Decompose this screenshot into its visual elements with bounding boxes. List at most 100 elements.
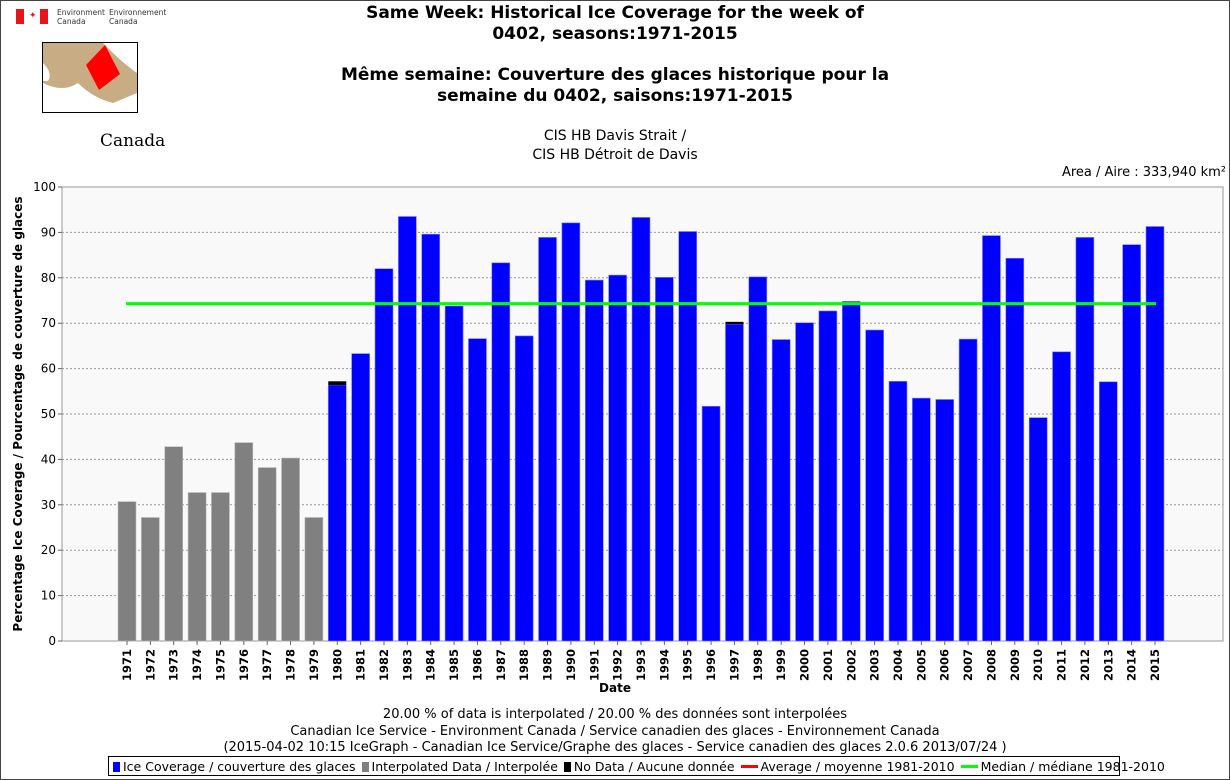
x-tick-label: 1993 <box>634 649 648 681</box>
average-line-icon <box>740 764 758 768</box>
region-map <box>42 42 138 113</box>
footer-version: (2015-04-02 10:15 IceGraph - Canadian Ic… <box>223 740 1007 755</box>
area-label: Area / Aire : 333,940 km² <box>1061 165 1226 180</box>
bar-1972 <box>141 517 160 642</box>
bar-2011 <box>1052 351 1071 642</box>
interpolated-swatch-icon <box>361 761 369 772</box>
x-tick-label: 2001 <box>821 649 835 681</box>
x-tick-label: 1988 <box>517 649 531 681</box>
x-tick-label: 1971 <box>120 649 134 681</box>
x-tick-label: 2006 <box>938 649 952 681</box>
x-tick-label: 1972 <box>143 649 157 681</box>
bar-1975 <box>211 492 230 642</box>
bar-1973 <box>164 446 184 642</box>
x-tick-label: 1990 <box>564 649 578 681</box>
bar-2015 <box>1145 226 1165 642</box>
x-tick-label: 2008 <box>984 649 998 681</box>
region-fr: CIS HB Détroit de Davis <box>532 147 698 163</box>
x-tick-label: 1975 <box>213 649 227 681</box>
title-fr-1: Même semaine: Couverture des glaces hist… <box>340 65 890 85</box>
x-tick-label: 2013 <box>1101 649 1115 681</box>
x-tick-label: 2000 <box>798 649 812 681</box>
y-tick-label: 100 <box>33 180 56 194</box>
x-tick-label: 1984 <box>424 649 438 681</box>
bar-1982 <box>374 268 394 642</box>
region-en: CIS HB Davis Strait / <box>543 128 687 144</box>
bar-2002 <box>841 301 861 642</box>
x-tick-label: 2009 <box>1008 649 1022 681</box>
x-tick-label: 1978 <box>284 649 298 681</box>
x-tick-label: 1995 <box>681 649 695 681</box>
bar-2006 <box>935 399 955 642</box>
bar-1992 <box>608 274 627 642</box>
x-tick-label: 1986 <box>470 649 484 681</box>
bar-1996 <box>701 405 721 642</box>
bar-1991 <box>584 279 604 642</box>
x-tick-label: 1996 <box>704 649 718 681</box>
bar-2010 <box>1028 417 1048 642</box>
x-tick-label: 2002 <box>844 649 858 681</box>
title-en-2: 0402, seasons:1971-2015 <box>492 24 738 44</box>
x-tick-label: 2012 <box>1078 649 1092 681</box>
bar-1979 <box>304 517 324 642</box>
bar-1995 <box>678 231 698 642</box>
bar-2004 <box>888 381 908 642</box>
x-tick-label: 2003 <box>868 649 882 681</box>
bar-1994 <box>655 277 674 642</box>
ice-swatch-icon <box>113 761 120 772</box>
y-tick-label: 70 <box>41 316 56 330</box>
median-line-icon <box>960 764 978 768</box>
bar-1997 <box>725 323 744 642</box>
y-tick-label: 60 <box>41 362 56 376</box>
bar-1984 <box>421 233 441 642</box>
bar-1974 <box>187 492 207 642</box>
bar-2012 <box>1075 237 1095 642</box>
x-tick-label: 1992 <box>611 649 625 681</box>
x-tick-label: 1977 <box>260 649 274 681</box>
x-tick-label: 1980 <box>330 649 344 681</box>
bar-1971 <box>117 501 137 642</box>
y-tick-label: 10 <box>41 589 56 603</box>
x-tick-label: 1981 <box>354 649 368 681</box>
title-en-1: Same Week: Historical Ice Coverage for t… <box>366 3 864 23</box>
x-tick-label: 2007 <box>961 649 975 681</box>
y-tick-label: 0 <box>48 634 56 648</box>
bar-2007 <box>958 338 978 642</box>
bar-1980 <box>327 384 347 642</box>
bar-chart: 0 10 20 30 40 50 60 70 80 90 100 1971 1972 1973 1974 19… <box>33 180 1224 681</box>
legend: Ice Coverage / couverture des glaces Int… <box>108 756 1165 776</box>
footer-interpolated: 20.00 % of data is interpolated / 20.00 … <box>382 707 848 722</box>
bar-2009 <box>1005 257 1025 642</box>
x-tick-label: 1976 <box>237 649 251 681</box>
legend-interpolated: Interpolated Data / Interpolée <box>361 759 558 774</box>
x-tick-label: 1987 <box>494 649 508 681</box>
bar-1987 <box>491 262 511 642</box>
nodata-bar-1980 <box>328 381 347 385</box>
bar-2005 <box>912 397 931 642</box>
legend-ice: Ice Coverage / couverture des glaces <box>113 759 356 774</box>
bar-1978 <box>281 457 300 642</box>
nodata-swatch-icon <box>563 761 571 772</box>
y-tick-label: 20 <box>41 543 56 557</box>
x-tick-label: 1997 <box>727 649 741 681</box>
y-tick-label: 90 <box>41 225 56 239</box>
x-tick-label: 2010 <box>1031 649 1045 681</box>
env-canada-fr: Environnement Canada <box>109 8 167 26</box>
x-tick-label: 1989 <box>541 649 555 681</box>
x-tick-label: 1974 <box>190 649 204 681</box>
y-tick-label: 40 <box>41 452 56 466</box>
x-tick-label: 1999 <box>774 649 788 681</box>
bar-2001 <box>818 310 838 642</box>
bar-1976 <box>234 442 254 642</box>
canada-wordmark: Canada <box>100 131 166 151</box>
bar-2000 <box>795 322 814 642</box>
env-canada-en: Environment Canada <box>57 8 105 26</box>
bar-1993 <box>631 217 651 642</box>
x-tick-label: 1998 <box>751 649 765 681</box>
x-tick-label: 1973 <box>167 649 181 681</box>
bar-1983 <box>398 216 417 642</box>
bar-1990 <box>561 222 581 642</box>
x-axis-label: Date <box>599 681 631 695</box>
legend-nodata: No Data / Aucune donnée <box>563 759 735 774</box>
x-tick-label: 1985 <box>447 649 461 681</box>
